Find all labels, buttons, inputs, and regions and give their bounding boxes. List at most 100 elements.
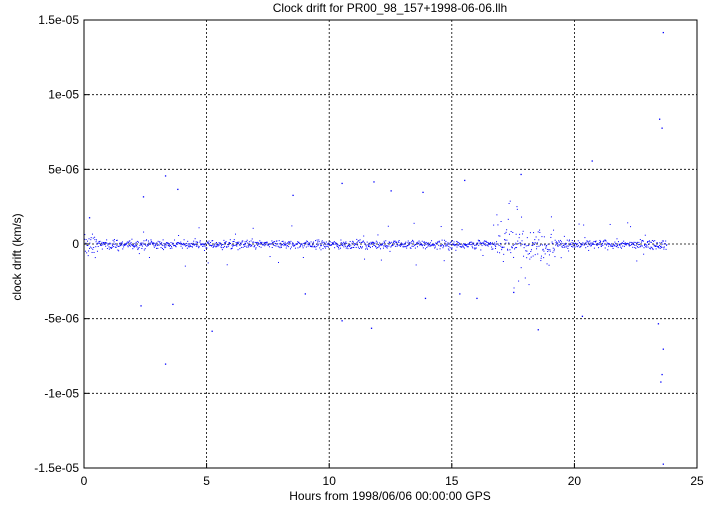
- data-point: [489, 241, 491, 243]
- outlier-point: [172, 303, 174, 306]
- data-point: [437, 241, 439, 243]
- data-point: [185, 242, 187, 244]
- data-point: [491, 246, 493, 248]
- data-point: [521, 233, 523, 235]
- data-point: [316, 246, 318, 248]
- data-point: [306, 240, 308, 242]
- data-point: [518, 237, 520, 239]
- data-point: [91, 251, 93, 253]
- data-point: [665, 244, 667, 246]
- data-point: [602, 241, 604, 243]
- data-point: [518, 280, 520, 282]
- data-point: [512, 245, 514, 247]
- data-point: [549, 249, 551, 251]
- data-point: [524, 244, 526, 246]
- data-point: [408, 244, 410, 246]
- data-point: [664, 243, 666, 245]
- data-point: [384, 245, 386, 247]
- data-point: [368, 245, 370, 247]
- data-point: [511, 246, 513, 248]
- data-point: [470, 243, 472, 245]
- data-point: [648, 244, 650, 246]
- data-point: [373, 244, 375, 246]
- data-point: [122, 244, 124, 246]
- data-point: [376, 247, 378, 249]
- data-point: [487, 245, 489, 247]
- data-point: [571, 246, 573, 248]
- data-point: [481, 242, 483, 244]
- data-point: [112, 239, 114, 241]
- data-point: [633, 244, 635, 246]
- data-point: [157, 247, 159, 249]
- data-point: [106, 242, 108, 244]
- data-point: [253, 245, 255, 247]
- data-point: [513, 256, 515, 258]
- data-point: [327, 246, 329, 248]
- data-point: [653, 244, 655, 246]
- data-point: [341, 245, 343, 247]
- data-point: [296, 243, 298, 245]
- data-point: [421, 240, 423, 242]
- data-point: [265, 242, 267, 244]
- data-point: [399, 244, 401, 246]
- data-point: [147, 244, 149, 246]
- data-point: [382, 247, 384, 249]
- data-point: [409, 242, 411, 244]
- data-point: [262, 244, 264, 246]
- data-point: [241, 240, 243, 242]
- data-point: [466, 244, 468, 246]
- data-point: [489, 242, 491, 244]
- data-point: [203, 245, 205, 247]
- data-point: [226, 246, 228, 248]
- data-point: [604, 243, 606, 245]
- data-point: [352, 240, 354, 242]
- data-point: [625, 243, 627, 245]
- data-point: [273, 241, 275, 243]
- data-point: [85, 239, 87, 241]
- data-point: [415, 243, 417, 245]
- data-point: [658, 244, 660, 246]
- x-tick-label: 15: [445, 474, 459, 488]
- data-point: [500, 220, 502, 222]
- data-point: [234, 244, 236, 246]
- data-point: [321, 241, 323, 243]
- data-point: [486, 244, 488, 246]
- data-point: [317, 243, 319, 245]
- data-point: [559, 239, 561, 241]
- data-point: [258, 243, 260, 245]
- data-point: [390, 246, 392, 248]
- data-point: [646, 244, 648, 246]
- data-point: [270, 243, 272, 245]
- data-point: [118, 250, 120, 252]
- data-point: [657, 246, 659, 248]
- data-point: [562, 242, 564, 244]
- y-tick-label: 5e-06: [48, 162, 79, 176]
- data-point: [425, 241, 427, 243]
- outlier-point: [591, 160, 593, 162]
- data-point: [537, 231, 539, 233]
- data-point: [554, 256, 556, 258]
- data-point: [314, 245, 316, 247]
- data-point: [590, 245, 592, 247]
- data-point: [464, 243, 466, 245]
- data-point: [653, 245, 655, 247]
- data-point: [317, 241, 319, 243]
- data-point: [155, 243, 157, 245]
- data-point: [238, 241, 240, 243]
- data-point: [211, 245, 213, 247]
- data-point: [588, 241, 590, 243]
- data-point: [253, 241, 255, 243]
- data-point: [334, 243, 336, 245]
- data-point: [539, 231, 541, 233]
- data-point: [581, 244, 583, 246]
- data-point: [566, 239, 568, 241]
- data-point: [604, 239, 606, 241]
- data-point: [590, 245, 592, 247]
- data-point: [429, 245, 431, 247]
- data-point: [297, 241, 299, 243]
- data-point: [423, 241, 425, 243]
- data-point: [317, 244, 319, 246]
- data-point: [601, 244, 603, 246]
- data-point: [415, 264, 417, 266]
- data-point: [477, 242, 479, 244]
